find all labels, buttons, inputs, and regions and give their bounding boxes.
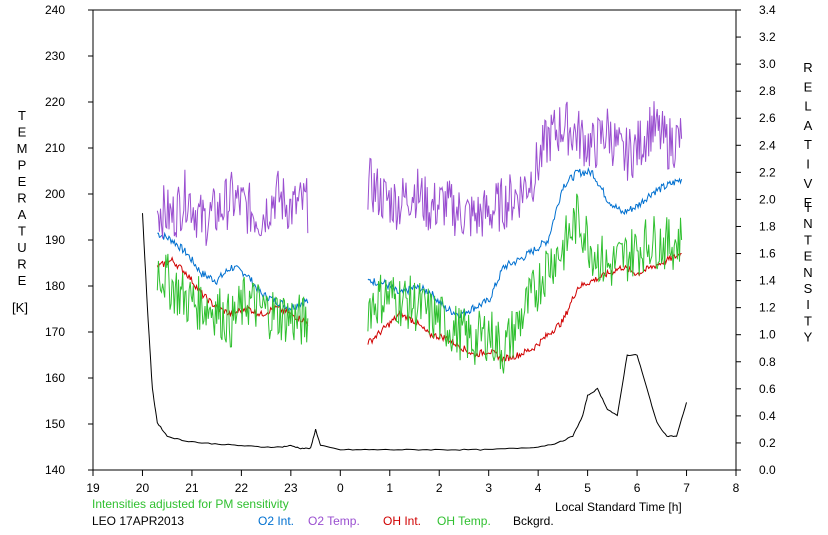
right-tick-label: 0.6 bbox=[759, 382, 776, 396]
right-tick-label: 1.8 bbox=[759, 219, 776, 233]
right-axis-letter: E bbox=[804, 195, 813, 210]
left-axis-letter: A bbox=[18, 207, 27, 222]
right-axis-letter: T bbox=[804, 137, 812, 152]
left-axis-letter: U bbox=[17, 240, 26, 255]
left-tick-label: 200 bbox=[45, 187, 65, 201]
x-axis-label: Local Standard Time [h] bbox=[555, 500, 682, 514]
right-axis-letter: I bbox=[806, 200, 810, 215]
series-line-o2-temp- bbox=[156, 101, 683, 246]
left-axis-unit: [K] bbox=[12, 300, 28, 315]
right-tick-label: 2.4 bbox=[759, 138, 776, 152]
left-axis-letter: M bbox=[17, 141, 28, 156]
right-axis-letter: I bbox=[806, 157, 810, 172]
x-tick-label: 19 bbox=[86, 481, 100, 495]
x-tick-label: 0 bbox=[337, 481, 344, 495]
left-axis-letter: R bbox=[17, 191, 26, 206]
x-tick-label: 22 bbox=[235, 481, 249, 495]
x-tick-label: 3 bbox=[485, 481, 492, 495]
right-axis-letter: T bbox=[804, 232, 812, 247]
right-tick-label: 0.4 bbox=[759, 409, 776, 423]
x-tick-label: 23 bbox=[284, 481, 298, 495]
right-axis-letter: L bbox=[804, 99, 811, 114]
left-tick-label: 160 bbox=[45, 371, 65, 385]
legend-bckgrd: Bckgrd. bbox=[513, 514, 554, 528]
right-tick-label: 2.6 bbox=[759, 111, 776, 125]
right-tick-label: 0.0 bbox=[759, 463, 776, 477]
right-axis-letter: T bbox=[804, 313, 812, 328]
left-axis-letter: R bbox=[17, 257, 26, 272]
right-axis-letter: S bbox=[804, 281, 813, 296]
right-axis-letter: E bbox=[804, 249, 813, 264]
right-axis-letter: I bbox=[806, 297, 810, 312]
left-tick-label: 230 bbox=[45, 49, 65, 63]
x-tick-label: 20 bbox=[136, 481, 150, 495]
right-axis-letter: R bbox=[803, 60, 812, 75]
left-tick-label: 180 bbox=[45, 279, 65, 293]
right-tick-label: 0.8 bbox=[759, 355, 776, 369]
station-label: LEO 17APR2013 bbox=[92, 514, 184, 528]
left-tick-label: 210 bbox=[45, 141, 65, 155]
series-line-bckgrd- bbox=[142, 213, 687, 451]
legend-o2-int: O2 Int. bbox=[258, 514, 294, 528]
right-tick-label: 0.2 bbox=[759, 436, 776, 450]
right-tick-label: 2.8 bbox=[759, 84, 776, 98]
right-tick-label: 2.0 bbox=[759, 192, 776, 206]
left-axis-letter: E bbox=[18, 125, 27, 140]
right-axis-letter: N bbox=[803, 265, 812, 280]
right-tick-label: 1.6 bbox=[759, 247, 776, 261]
left-tick-label: 150 bbox=[45, 417, 65, 431]
left-axis-letter: T bbox=[18, 108, 26, 123]
legend-oh-int: OH Int. bbox=[383, 514, 421, 528]
plot-frame bbox=[92, 9, 737, 471]
left-tick-label: 170 bbox=[45, 325, 65, 339]
note-text: Intensities adjusted for PM sensitivity bbox=[92, 497, 289, 511]
x-tick-label: 21 bbox=[185, 481, 199, 495]
left-tick-label: 140 bbox=[45, 463, 65, 477]
series-line-oh-temp- bbox=[156, 193, 683, 374]
left-tick-label: 220 bbox=[45, 95, 65, 109]
right-tick-label: 1.0 bbox=[759, 328, 776, 342]
legend-o2-temp: O2 Temp. bbox=[308, 514, 360, 528]
right-tick-label: 1.2 bbox=[759, 301, 776, 315]
right-tick-label: 2.2 bbox=[759, 165, 776, 179]
x-tick-label: 7 bbox=[683, 481, 690, 495]
right-tick-label: 3.2 bbox=[759, 30, 776, 44]
left-axis-letter: E bbox=[18, 273, 27, 288]
left-axis-letter: E bbox=[18, 174, 27, 189]
right-tick-label: 3.4 bbox=[759, 3, 776, 17]
right-tick-label: 3.0 bbox=[759, 57, 776, 71]
right-axis-letter: E bbox=[804, 79, 813, 94]
left-axis-letter: T bbox=[18, 224, 26, 239]
x-tick-label: 8 bbox=[733, 481, 740, 495]
legend-oh-temp: OH Temp. bbox=[437, 514, 491, 528]
right-tick-label: 1.4 bbox=[759, 274, 776, 288]
x-tick-label: 1 bbox=[386, 481, 393, 495]
right-axis-letter: V bbox=[804, 176, 813, 191]
x-tick-label: 5 bbox=[584, 481, 591, 495]
right-axis-letter: A bbox=[804, 118, 813, 133]
right-axis-letter: Y bbox=[804, 330, 813, 345]
left-tick-label: 190 bbox=[45, 233, 65, 247]
left-tick-label: 240 bbox=[45, 3, 65, 17]
left-axis-letter: P bbox=[18, 158, 27, 173]
x-tick-label: 6 bbox=[634, 481, 641, 495]
x-tick-label: 2 bbox=[436, 481, 443, 495]
x-tick-label: 4 bbox=[535, 481, 542, 495]
right-axis-letter: N bbox=[803, 216, 812, 231]
